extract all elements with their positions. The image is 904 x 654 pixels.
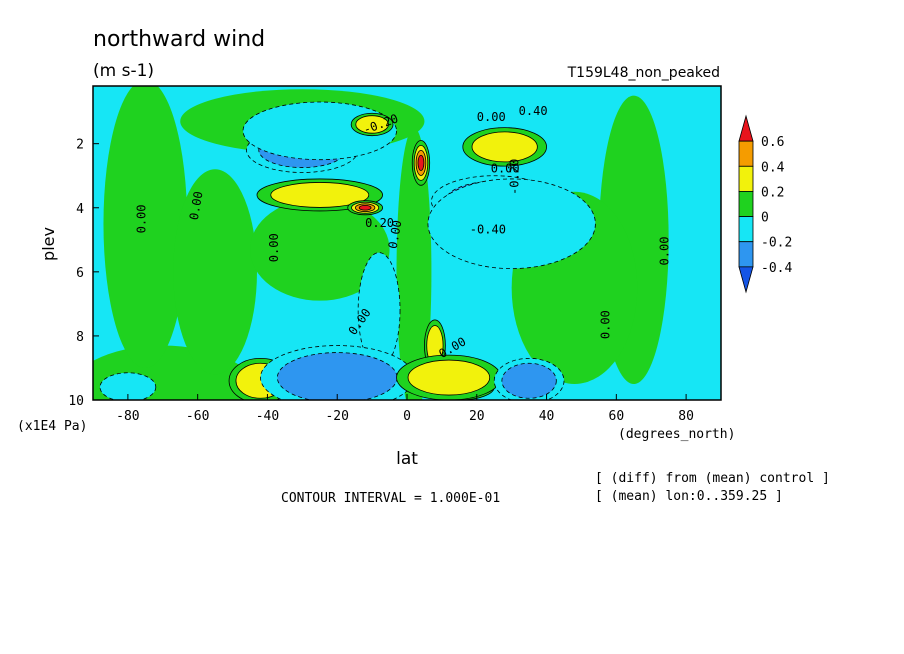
contour-label: 0.00 — [598, 310, 612, 339]
colorbar: 0.6 0.4 0.2 0 -0.2 -0.4 — [738, 114, 792, 294]
x-tick-label: 80 — [678, 409, 694, 424]
colorbar-label: -0.4 — [761, 261, 792, 276]
contour-label: 0.00 — [134, 204, 148, 233]
colorbar-label: -0.2 — [761, 236, 792, 251]
colorbar-label: 0.2 — [761, 185, 784, 200]
chart-units: (m s-1) — [93, 61, 154, 81]
colorbar-segment — [738, 216, 754, 243]
contour-label: 0.40 — [519, 104, 548, 118]
field-band — [173, 169, 257, 375]
contour-label: 0.20 — [365, 216, 394, 230]
plot-area: 0.00 0.000.000.000.000.000.000.000.000.00… — [93, 86, 721, 400]
y-axis-label: plev — [39, 227, 58, 261]
colorbar-label: 0.4 — [761, 160, 785, 175]
contour-label: 0.00 — [267, 233, 281, 262]
note-mean: [ (mean) lon:0..359.25 ] — [595, 489, 783, 504]
x-tick-label: -80 — [116, 409, 139, 424]
field-region — [427, 178, 596, 270]
field-region — [270, 182, 370, 208]
y-tick-label: 4 — [76, 202, 84, 217]
y-axis: 2 4 6 8 10 — [68, 138, 99, 409]
colorbar-arrow-top — [738, 114, 754, 142]
contour-label: 0.00 — [658, 237, 672, 266]
field-band — [250, 198, 390, 301]
contour-label: 0.00 — [386, 219, 405, 250]
field-region — [407, 359, 491, 396]
y-axis-unit: (x1E4 Pa) — [17, 419, 87, 434]
x-tick-label: -40 — [256, 409, 279, 424]
colorbar-label: 0 — [761, 211, 769, 226]
x-axis-label: lat — [396, 449, 418, 469]
colorbar-segment — [738, 140, 754, 167]
run-label: T159L48_non_peaked — [567, 65, 720, 81]
x-tick-label: 60 — [609, 409, 625, 424]
field-band — [103, 86, 188, 368]
x-tick-label: 20 — [469, 409, 485, 424]
contour-label: 0.00 — [491, 162, 520, 176]
x-tick-label: 0 — [403, 409, 411, 424]
contour-label: 0.00 — [477, 110, 506, 124]
contour-interval: CONTOUR INTERVAL = 1.000E-01 — [281, 491, 500, 506]
y-tick-label: 10 — [68, 394, 84, 409]
x-axis: -80 -60 -40 -20 0 20 40 60 80 — [116, 394, 694, 424]
contour-label: 0.00 — [187, 190, 206, 221]
field-region — [358, 204, 372, 211]
y-tick-label: 2 — [76, 138, 84, 153]
x-tick-label: -20 — [325, 409, 348, 424]
field-region — [417, 154, 425, 171]
y-tick-label: 6 — [76, 266, 84, 281]
field-band — [396, 127, 432, 400]
x-axis-unit: (degrees_north) — [618, 427, 735, 442]
field-region — [355, 115, 389, 134]
colorbar-arrow-bottom — [738, 266, 754, 294]
field-region — [99, 372, 157, 400]
y-tick-label: 8 — [76, 330, 84, 345]
colorbar-segment — [738, 165, 754, 192]
contour-label: -0.20 — [508, 159, 522, 195]
chart-title: northward wind — [93, 27, 265, 52]
field-region — [501, 362, 557, 399]
colorbar-label: 0.6 — [761, 135, 784, 150]
x-tick-label: -60 — [186, 409, 209, 424]
note-diff: [ (diff) from (mean) control ] — [595, 471, 830, 486]
x-tick-label: 40 — [539, 409, 555, 424]
field-region — [471, 131, 538, 163]
colorbar-segment — [738, 241, 754, 268]
field-region — [276, 352, 398, 400]
colorbar-segment — [738, 191, 754, 217]
contour-label: -0.40 — [470, 222, 506, 236]
